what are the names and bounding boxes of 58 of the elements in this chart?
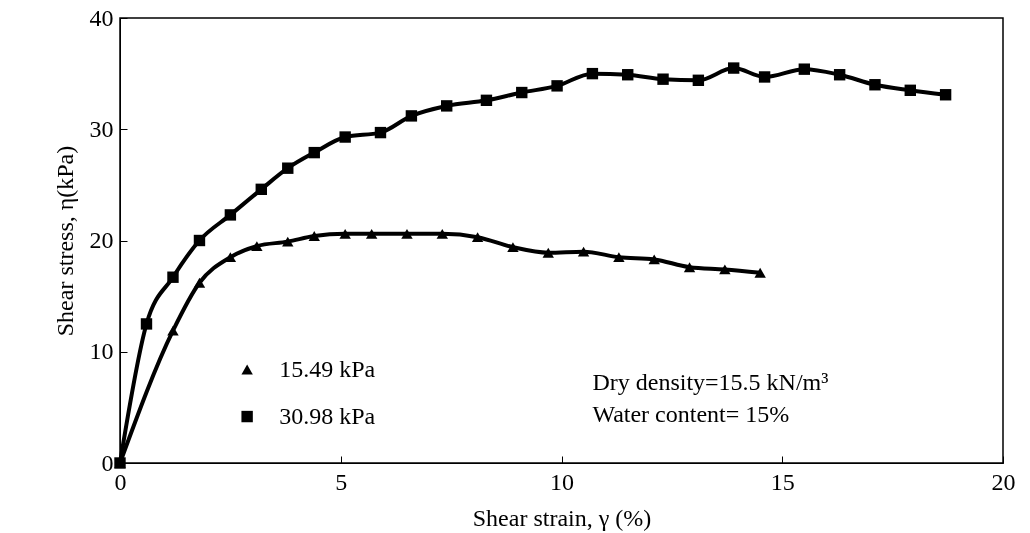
point <box>551 80 563 92</box>
point <box>833 69 846 81</box>
point <box>939 89 952 101</box>
legend-label: 30.98 kPa <box>279 402 376 429</box>
point <box>339 131 351 143</box>
x-axis-title: Shear strain, γ (%) <box>472 504 652 531</box>
point <box>657 73 669 85</box>
y-tick-label: 10 <box>89 338 114 365</box>
x-tick-label: 5 <box>335 468 348 495</box>
point <box>648 254 660 265</box>
point <box>480 94 493 107</box>
point <box>255 183 267 196</box>
point <box>282 162 294 174</box>
point <box>308 231 320 241</box>
point <box>719 264 731 275</box>
point <box>167 325 179 336</box>
point <box>692 74 705 86</box>
point <box>516 86 528 99</box>
point <box>683 262 696 273</box>
point <box>140 318 153 330</box>
point <box>193 234 206 247</box>
point <box>577 246 590 257</box>
point <box>622 69 634 81</box>
y-tick-label: 0 <box>101 449 114 476</box>
y-tick-label: 30 <box>89 115 114 142</box>
point <box>224 209 237 221</box>
point <box>193 277 206 288</box>
annotation: Water content= 15% <box>592 400 790 427</box>
point <box>613 252 625 263</box>
point <box>754 267 766 278</box>
point <box>374 126 387 139</box>
point <box>471 232 484 243</box>
point <box>365 228 378 239</box>
point <box>798 63 811 75</box>
point <box>542 247 554 258</box>
y-axis-title: Shear stress, η(kPa) <box>51 145 78 337</box>
point <box>436 228 448 239</box>
point <box>904 84 916 97</box>
y-tick-label: 40 <box>89 4 114 31</box>
point <box>758 71 771 83</box>
point <box>308 146 320 159</box>
point <box>441 100 453 112</box>
annotation: Dry density=15.5 kN/m³ <box>592 368 829 395</box>
point <box>507 242 519 253</box>
point <box>401 228 413 239</box>
x-tick-label: 15 <box>770 468 795 495</box>
point <box>869 79 881 91</box>
y-tick-label: 20 <box>89 227 114 253</box>
point <box>251 241 263 251</box>
legend-label: 15.49 kPa <box>279 355 376 382</box>
x-tick-label: 20 <box>991 468 1016 495</box>
point <box>405 110 418 122</box>
point <box>586 67 599 80</box>
point <box>727 62 740 74</box>
point <box>282 236 294 247</box>
point <box>167 271 179 283</box>
point <box>339 228 351 239</box>
x-tick-label: 10 <box>550 468 574 495</box>
